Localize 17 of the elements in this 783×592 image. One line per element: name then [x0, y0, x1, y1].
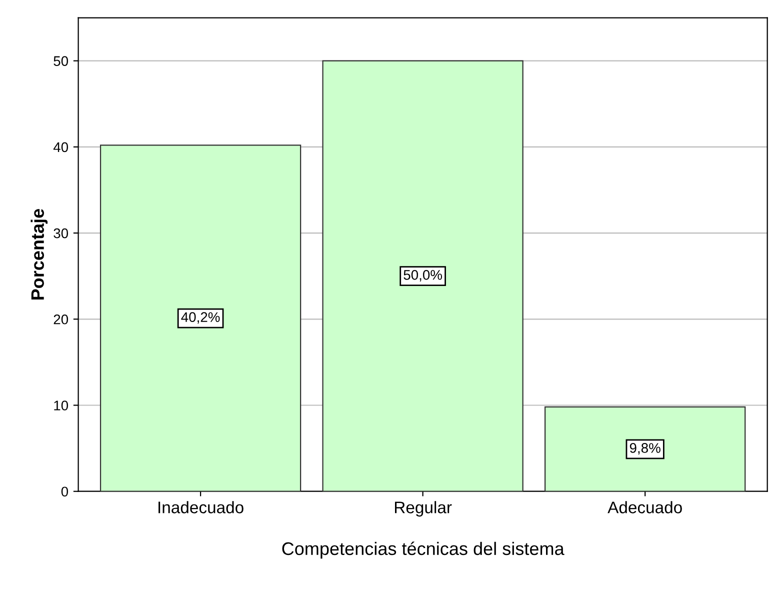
bar	[322, 60, 524, 492]
data-label: 40,2%	[181, 312, 220, 324]
x-tick-label: Regular	[395, 501, 452, 517]
y-tick-label: 0	[61, 486, 68, 497]
y-tick-label: 10	[54, 400, 68, 410]
data-label: 50,0%	[404, 270, 442, 282]
y-axis-title: Porcentaje	[30, 209, 48, 300]
data-label: 9,8%	[630, 443, 660, 455]
bar	[100, 144, 302, 492]
x-tick-label: Adecuado	[608, 501, 682, 514]
x-tick-label: Inadecuado	[158, 501, 244, 514]
x-axis-title: Competencias técnicas del sistema	[282, 542, 564, 559]
y-tick-label: 50	[54, 56, 68, 66]
bar	[544, 406, 746, 492]
y-tick-label: 20	[54, 314, 68, 324]
y-tick-label: 30	[54, 228, 68, 238]
y-tick-label: 40	[53, 142, 68, 152]
